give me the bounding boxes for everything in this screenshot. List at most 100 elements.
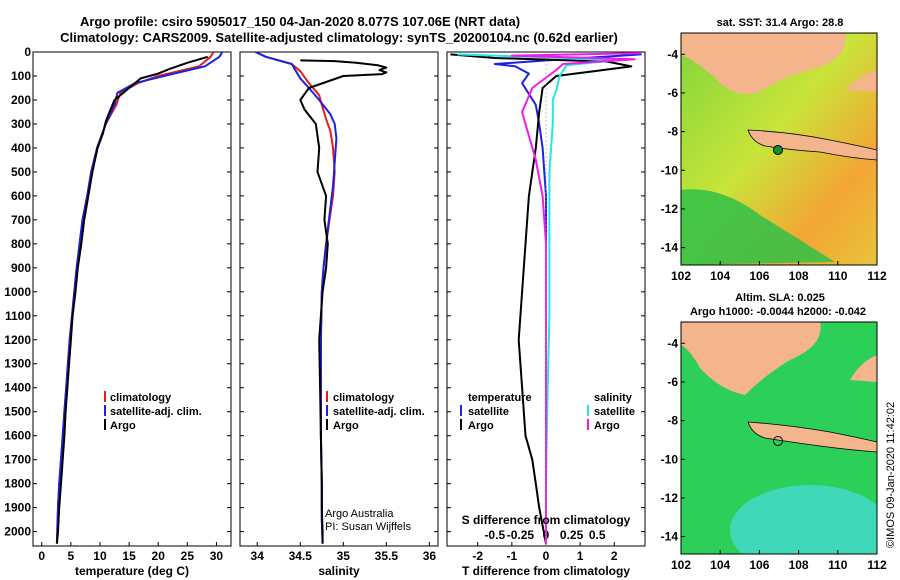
depth-tick-label: 1800: [4, 477, 31, 491]
legend-label-temp-argo: Argo: [468, 420, 494, 432]
map-x-tick-label: 112: [867, 558, 887, 572]
depth-tick-label: 1300: [4, 357, 31, 371]
map-x-tick-label: 106: [749, 558, 769, 572]
salinity-x-ticks: 34 34.5 35 35.5 36: [240, 51, 438, 563]
difference-xlabel: T difference from climatology: [462, 564, 630, 578]
map-y-tick-label: -6: [667, 375, 678, 389]
legend-label-argo: Argo: [110, 420, 136, 432]
x-tick-label: 34: [251, 549, 265, 563]
credit-principal-investigator: PI: Susan Wijffels: [325, 521, 411, 533]
legend-label-temp-satellite: satellite: [468, 406, 509, 418]
series-line-temperature-argo: [450, 53, 633, 544]
difference-x-ticks: -2 -1 0 1 2: [447, 51, 645, 563]
x-top-tick-label: 0.5: [589, 528, 606, 542]
depth-tick-label: 100: [11, 69, 31, 83]
x-top-tick-label: 0.25: [560, 528, 584, 542]
map-y-tick-label: -4: [667, 47, 678, 61]
legend-swatch-climatology: [104, 391, 106, 402]
series-line-salinity-argo: [510, 52, 642, 544]
sst-map-ticks: 102 104 106 108 110 112 -4 -6 -8 -10 -12 -14: [661, 47, 887, 283]
temperature-legend: climatology satellite-adj. clim. Argo: [104, 391, 202, 432]
map-x-tick-label: 102: [671, 558, 691, 572]
map-x-tick-label: 112: [867, 269, 887, 283]
x-tick-label: 0: [543, 549, 550, 563]
map-y-tick-label: -10: [661, 163, 679, 177]
sla-land-east: [850, 355, 877, 382]
sst-argo-marker: [773, 145, 783, 155]
temperature-xlabel: temperature (deg C): [75, 564, 189, 578]
depth-tick-label: 300: [11, 117, 31, 131]
sst-map-title: sat. SST: 31.4 Argo: 28.8: [717, 17, 844, 29]
legend-label-climatology: climatology: [333, 392, 395, 404]
sla-map: [681, 322, 877, 554]
sla-land-sumatra-borneo: [681, 322, 821, 395]
map-x-tick-label: 104: [710, 269, 730, 283]
salinity-legend: climatology satellite-adj. clim. Argo: [326, 391, 425, 432]
legend-swatch-argo: [326, 419, 328, 430]
legend-swatch-sal-satellite: [587, 405, 589, 416]
map-y-tick-label: -12: [661, 491, 679, 505]
map-x-tick-label: 108: [789, 558, 809, 572]
x-tick-label: 34.5: [289, 549, 313, 563]
x-tick-label: 15: [122, 549, 136, 563]
legend-label-satellite: satellite-adj. clim.: [333, 406, 425, 418]
map-y-tick-label: -14: [661, 530, 679, 544]
series-line-argo: [299, 59, 388, 544]
depth-tick-label: 900: [11, 261, 31, 275]
difference-legend-temperature: temperature satellite Argo: [460, 392, 532, 432]
legend-label-climatology: climatology: [110, 392, 172, 404]
map-y-tick-label: -12: [661, 202, 679, 216]
depth-tick-label: 0: [24, 45, 31, 59]
x-tick-label: 2: [611, 549, 618, 563]
x-top-tick-label: -0.5: [484, 528, 505, 542]
sla-map-subtitle: Argo h1000: -0.0044 h2000: -0.042: [690, 306, 866, 318]
x-tick-label: 0: [38, 549, 45, 563]
map-x-tick-label: 108: [789, 269, 809, 283]
x-tick-label: 36: [423, 549, 437, 563]
depth-tick-label: 500: [11, 165, 31, 179]
legend-title-salinity: salinity: [594, 392, 633, 404]
map-y-tick-label: -14: [661, 241, 679, 255]
imos-credit: ©IMOS 09-Jan-2020 11:42:02: [885, 402, 897, 548]
depth-tick-label: 1200: [4, 333, 31, 347]
map-y-tick-label: -8: [667, 414, 678, 428]
x-tick-label: 20: [152, 549, 166, 563]
sla-map-title: Altim. SLA: 0.025: [735, 292, 825, 304]
depth-tick-label: 2000: [4, 525, 31, 539]
x-top-tick-label: -0.25: [507, 528, 535, 542]
map-x-tick-label: 104: [710, 558, 730, 572]
sla-map-frame: [680, 321, 878, 555]
x-tick-label: 5: [68, 549, 75, 563]
map-y-tick-label: -10: [661, 452, 679, 466]
legend-swatch-sal-argo: [587, 419, 589, 430]
depth-tick-label: 1900: [4, 501, 31, 515]
depth-tick-label: 1100: [5, 309, 31, 323]
legend-title-temperature: temperature: [468, 392, 532, 404]
sla-argo-marker: [773, 436, 783, 446]
sst-land-sumatra-borneo: [681, 33, 846, 95]
sst-map-frame: [680, 32, 878, 266]
temperature-plot-frame: [32, 51, 232, 547]
map-y-tick-label: -4: [667, 336, 678, 350]
depth-tick-label: 1400: [4, 381, 31, 395]
legend-label-satellite: satellite-adj. clim.: [110, 406, 202, 418]
depth-tick-label: 400: [11, 141, 31, 155]
depth-tick-label: 1600: [4, 429, 31, 443]
legend-swatch-satellite: [326, 405, 328, 416]
title-line-2: Climatology: CARS2009. Satellite-adjuste…: [60, 30, 618, 45]
map-y-tick-label: -6: [667, 86, 678, 100]
map-x-tick-label: 106: [749, 269, 769, 283]
x-tick-label: 1: [577, 549, 584, 563]
depth-axis: 0 100 200 300 400 500 600 700 800 900 1000 1100 1200…: [4, 45, 31, 539]
map-y-tick-label: -8: [667, 125, 678, 139]
depth-tick-label: 1000: [4, 285, 31, 299]
x-tick-label: -2: [472, 549, 483, 563]
temperature-x-ticks: 0 5 10 15 20 25 30: [33, 51, 231, 563]
sst-land-java: [747, 129, 877, 161]
map-x-tick-label: 110: [828, 558, 848, 572]
legend-label-sal-satellite: satellite: [594, 406, 635, 418]
sst-map: [681, 33, 877, 265]
series-line-argo: [55, 55, 208, 544]
legend-label-sal-argo: Argo: [594, 420, 620, 432]
